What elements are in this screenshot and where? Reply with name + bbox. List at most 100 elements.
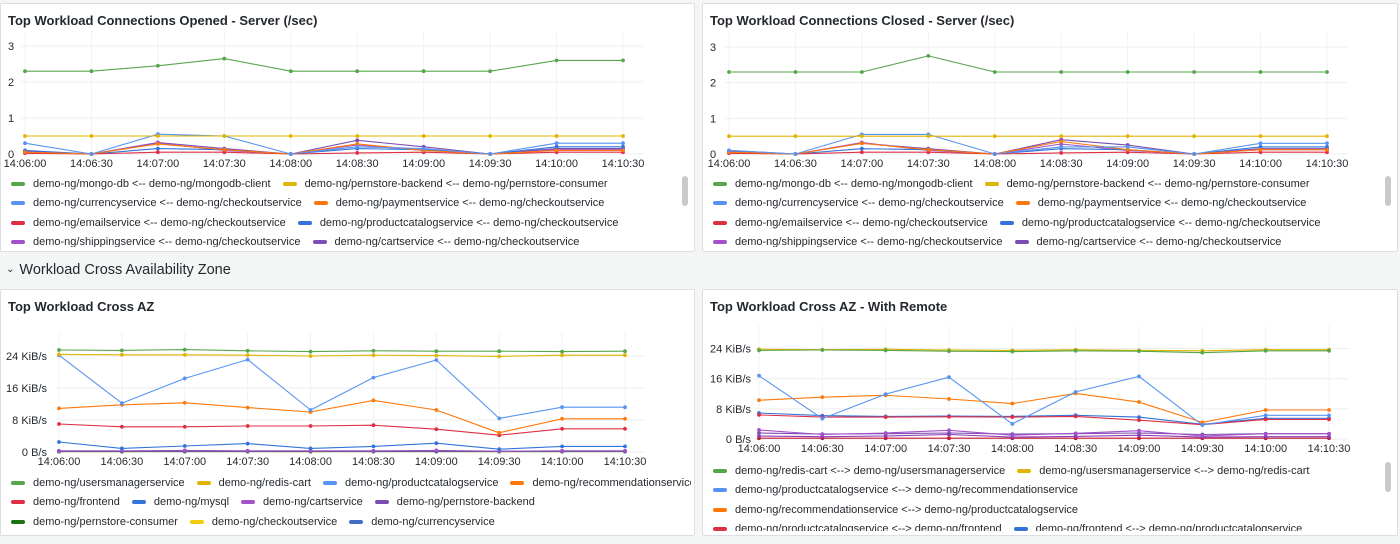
legend-item[interactable]: demo-ng/cartservice [241,496,363,508]
data-point [560,353,565,358]
legend-item[interactable]: demo-ng/shippingservice <-- demo-ng/chec… [713,236,1003,247]
legend-item[interactable]: demo-ng/currencyservice [349,516,495,528]
panel-connections-closed[interactable]: Top Workload Connections Closed - Server… [702,3,1398,252]
panel-title[interactable]: Top Workload Cross AZ [8,299,155,314]
panel-cross-az[interactable]: Top Workload Cross AZ 0 B/s 8 KiB/s 16 KiB… [0,289,695,536]
data-point [488,152,493,156]
x-tick-label: 14:07:30 [203,158,246,170]
row-header-workload-cross-az[interactable]: ⌄ Workload Cross Availability Zone [6,260,231,280]
legend-item[interactable]: demo-ng/emailservice <-- demo-ng/checkou… [713,217,988,229]
legend-item[interactable]: demo-ng/productcatalogservice <--> demo-… [713,523,1002,531]
legend-item[interactable]: demo-ng/paymentservice <-- demo-ng/check… [1015,197,1306,209]
line-chart[interactable]: 0 B/s 8 KiB/s 16 KiB/s 24 KiB/s 14:06:00 14:0… [703,290,1398,462]
data-point [155,146,160,151]
legend-item[interactable]: demo-ng/pernstore-backend <-- demo-ng/pe… [984,178,1310,190]
y-tick-label: 16 KiB/s [710,374,751,386]
legend-item[interactable]: demo-ng/shippingservice <-- demo-ng/chec… [11,236,301,247]
legend-scrollbar[interactable] [682,176,688,206]
data-point [727,148,731,153]
legend-label: demo-ng/currencyservice <-- demo-ng/chec… [735,197,1004,210]
legend-item[interactable]: demo-ng/redis-cart [196,476,311,489]
panel-title[interactable]: Top Workload Connections Opened - Server… [8,13,318,28]
data-point [421,134,426,138]
legend-row: demo-ng/productcatalogservice <--> demo-… [713,481,1373,501]
data-point [308,446,313,451]
legend-item[interactable]: demo-ng/pernstore-backend [374,496,535,508]
legend-item[interactable]: demo-ng/pernstore-backend <-- demo-ng/pe… [282,178,608,190]
x-tick-label: 14:09:00 [1118,443,1161,455]
chevron-down-icon[interactable]: ⌄ [6,263,15,275]
legend-item[interactable]: demo-ng/usersmanagerservice <--> demo-ng… [1017,465,1309,477]
legend-item[interactable]: demo-ng/recommendationservice [510,477,691,489]
x-tick-label: 14:08:00 [991,443,1034,455]
panel-title[interactable]: Top Workload Cross AZ - With Remote [710,299,948,314]
data-point [757,398,761,403]
series-line [758,414,1329,426]
data-point [1073,389,1078,394]
series-line [25,58,623,72]
x-tick-label: 14:06:00 [4,158,47,170]
legend-item[interactable]: demo-ng/pernstore-consumer [11,516,178,528]
legend-item[interactable]: demo-ng/cartservice <-- demo-ng/checkout… [1014,236,1282,247]
data-point [859,141,864,146]
legend-item[interactable]: demo-ng/usersmanagerservice [11,477,185,489]
legend-item[interactable]: demo-ng/mysql [131,496,229,508]
data-point [1137,418,1141,423]
data-point [23,150,27,155]
data-point [488,134,493,138]
legend-row: demo-ng/redis-cart <--> demo-ng/usersman… [713,461,1373,481]
data-point [497,416,502,421]
data-point [371,353,376,358]
data-point [926,134,931,139]
data-point [1200,350,1205,355]
legend-label: demo-ng/productcatalogservice <-- demo-n… [319,216,619,229]
legend-label: demo-ng/redis-cart [218,476,311,489]
data-point [371,448,376,453]
legend-item[interactable]: demo-ng/mongo-db <-- demo-ng/mongodb-cli… [11,178,271,190]
legend-row: demo-ng/shippingservice <-- demo-ng/chec… [713,233,1373,247]
data-point [371,348,376,353]
panel-cross-az-with-remote[interactable]: Top Workload Cross AZ - With Remote 0 B/… [702,289,1398,536]
y-tick-label: 0 B/s [726,434,752,446]
legend-item[interactable]: demo-ng/checkoutservice [189,516,337,528]
legend-row: demo-ng/mongo-db <-- demo-ng/mongodb-cli… [713,174,1373,194]
legend-item[interactable]: demo-ng/emailservice <-- demo-ng/checkou… [11,217,286,229]
data-point [560,426,565,431]
legend-label: demo-ng/cartservice <-- demo-ng/checkout… [1036,236,1282,247]
legend-swatch [11,519,25,524]
line-chart[interactable]: 0 1 2 3 14:06:00 14:06:30 14:07:00 14:07:30 14:0… [703,24,1398,174]
data-point [1263,408,1268,412]
line-chart[interactable]: 0 B/s 8 KiB/s 16 KiB/s 24 KiB/s 14:06:00 14:0… [1,290,695,475]
legend-item[interactable]: demo-ng/currencyservice <-- demo-ng/chec… [713,197,1004,209]
legend-item[interactable]: demo-ng/redis-cart <--> demo-ng/usersman… [713,465,1005,477]
panel-title[interactable]: Top Workload Connections Closed - Server… [710,13,1015,28]
legend-item[interactable]: demo-ng/currencyservice <-- demo-ng/chec… [11,197,302,209]
data-point [355,69,360,74]
line-chart[interactable]: 0 1 2 3 14:06:00 14:06:30 14:07:00 14:07:30 14:0… [1,24,695,174]
panel-connections-opened[interactable]: Top Workload Connections Opened - Server… [0,3,695,252]
data-point [859,70,864,74]
legend-item[interactable]: demo-ng/mongo-db <-- demo-ng/mongodb-cli… [713,178,973,190]
legend-item[interactable]: demo-ng/frontend [11,496,120,508]
legend-item[interactable]: demo-ng/productcatalogservice <-- demo-n… [297,216,619,229]
data-point [434,353,439,358]
legend-swatch [11,500,25,505]
legend-item[interactable]: demo-ng/productcatalogservice <-- demo-n… [999,217,1321,229]
legend-item[interactable]: demo-ng/productcatalogservice [322,477,498,489]
data-point [1258,134,1263,139]
data-point [434,441,439,446]
legend-item[interactable]: demo-ng/recommendationservice <--> demo-… [713,504,1078,516]
x-tick-label: 14:06:00 [38,456,81,468]
legend-scrollbar[interactable] [1385,462,1391,492]
x-tick-label: 14:10:30 [1306,158,1349,170]
data-point [947,436,951,441]
legend-item[interactable]: demo-ng/productcatalogservice <--> demo-… [713,484,1078,496]
y-tick-label: 8 KiB/s [716,404,751,416]
data-point [488,69,493,74]
legend-scrollbar[interactable] [1385,176,1391,206]
data-point [355,138,360,143]
legend-item[interactable]: demo-ng/paymentservice <-- demo-ng/check… [313,197,604,209]
legend-item[interactable]: demo-ng/cartservice <-- demo-ng/checkout… [312,236,579,247]
legend-item[interactable]: demo-ng/frontend <--> demo-ng/productcat… [1013,523,1302,531]
x-tick-label: 14:10:00 [541,456,584,468]
